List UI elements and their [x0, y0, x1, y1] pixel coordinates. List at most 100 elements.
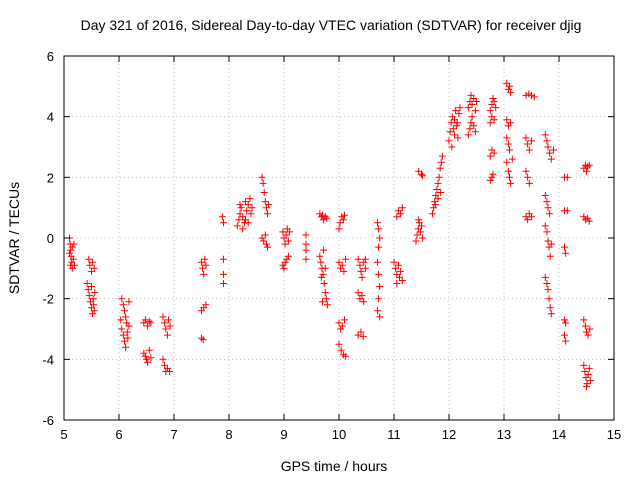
data-point	[161, 319, 169, 327]
data-point	[166, 368, 174, 375]
data-point	[438, 152, 446, 160]
data-point	[66, 249, 73, 257]
data-point	[583, 328, 590, 336]
data-point	[302, 255, 310, 263]
data-point	[580, 361, 588, 369]
data-point	[581, 322, 589, 330]
data-point	[220, 219, 227, 227]
data-point	[71, 261, 78, 269]
data-point	[397, 267, 405, 275]
data-point	[117, 316, 125, 324]
data-point	[584, 331, 592, 339]
y-tick-label: 0	[47, 231, 54, 246]
data-point	[446, 128, 454, 136]
data-point	[341, 211, 348, 219]
data-point	[374, 219, 381, 227]
data-point	[544, 204, 552, 212]
data-point	[338, 261, 346, 269]
data-point	[361, 264, 369, 272]
data-point	[198, 334, 205, 342]
data-point	[434, 195, 442, 203]
data-point	[317, 258, 325, 266]
data-point	[522, 167, 530, 175]
data-point	[562, 249, 570, 257]
data-point	[486, 119, 494, 127]
data-point	[360, 298, 368, 306]
data-point	[416, 228, 424, 236]
data-point	[468, 113, 476, 121]
data-point	[524, 140, 532, 148]
data-point	[337, 325, 345, 333]
data-point	[121, 337, 128, 345]
data-point	[490, 149, 498, 157]
data-point	[544, 143, 552, 151]
data-point	[286, 228, 293, 236]
data-point	[91, 289, 99, 297]
data-point	[335, 340, 343, 348]
data-point	[198, 258, 205, 266]
data-point	[376, 313, 384, 321]
data-point	[390, 258, 398, 266]
data-point	[361, 255, 369, 263]
data-point	[543, 280, 551, 287]
data-point	[398, 204, 406, 212]
data-point	[233, 222, 241, 230]
data-point	[508, 155, 516, 163]
data-point	[585, 217, 593, 225]
data-point	[262, 240, 270, 248]
y-tick-label: 4	[47, 110, 54, 125]
data-point	[528, 213, 535, 221]
data-point	[492, 104, 500, 112]
data-point	[437, 189, 445, 196]
data-point	[546, 304, 554, 312]
data-point	[359, 333, 367, 341]
data-point	[264, 210, 271, 218]
data-point	[89, 258, 97, 266]
data-point	[506, 82, 513, 90]
x-tick-label: 12	[442, 427, 456, 442]
data-point	[280, 264, 288, 272]
data-point	[302, 231, 310, 239]
data-point	[89, 310, 97, 318]
data-point	[218, 213, 226, 221]
data-point	[141, 352, 149, 360]
data-point	[247, 210, 255, 218]
data-point	[144, 322, 152, 330]
data-point	[561, 243, 568, 251]
data-point	[317, 273, 325, 281]
data-point	[220, 255, 227, 263]
data-point	[464, 104, 472, 112]
data-point	[486, 107, 494, 115]
data-point	[418, 170, 425, 178]
data-points	[66, 79, 594, 391]
data-point	[357, 267, 365, 275]
data-point	[284, 237, 292, 245]
data-point	[261, 231, 269, 239]
data-point	[239, 225, 247, 233]
data-point	[260, 189, 268, 196]
data-point	[220, 280, 227, 287]
data-point	[453, 122, 461, 130]
data-point	[140, 349, 148, 357]
data-point	[464, 131, 472, 139]
data-point	[561, 331, 568, 339]
data-point	[435, 173, 443, 181]
data-point	[398, 277, 406, 284]
grid-lines	[64, 56, 614, 420]
x-tick-label: 15	[607, 427, 621, 442]
data-point	[507, 119, 515, 127]
data-point	[437, 158, 445, 166]
data-point	[544, 237, 552, 245]
data-point	[319, 298, 326, 306]
data-point	[524, 216, 532, 224]
data-point	[246, 195, 254, 203]
data-point	[504, 167, 512, 175]
data-point	[525, 179, 533, 187]
data-point	[145, 346, 153, 354]
data-point	[124, 334, 132, 342]
data-point	[466, 125, 474, 133]
data-point	[284, 252, 292, 260]
data-point	[541, 273, 549, 281]
data-point	[85, 292, 93, 300]
x-tick-label: 6	[115, 427, 122, 442]
